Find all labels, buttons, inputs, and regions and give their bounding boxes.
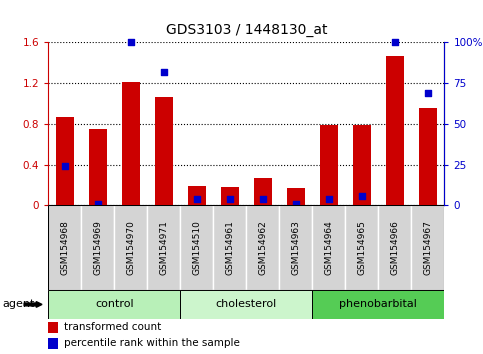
Bar xyxy=(287,188,305,205)
Bar xyxy=(188,186,206,205)
Text: GSM154969: GSM154969 xyxy=(93,220,102,275)
Bar xyxy=(213,205,246,290)
Point xyxy=(358,193,366,198)
Point xyxy=(325,196,333,202)
Text: GSM154964: GSM154964 xyxy=(325,221,333,275)
Bar xyxy=(81,205,114,290)
Point xyxy=(292,201,300,206)
Bar xyxy=(378,205,412,290)
Bar xyxy=(56,117,74,205)
Bar xyxy=(48,205,81,290)
Bar xyxy=(48,322,58,333)
Bar xyxy=(254,178,272,205)
Text: percentile rank within the sample: percentile rank within the sample xyxy=(64,338,240,348)
Text: transformed count: transformed count xyxy=(64,322,161,332)
Bar xyxy=(419,108,437,205)
Text: GSM154961: GSM154961 xyxy=(226,220,234,275)
Bar xyxy=(313,205,345,290)
Bar xyxy=(353,125,371,205)
Text: GSM154966: GSM154966 xyxy=(390,220,399,275)
Bar xyxy=(345,205,378,290)
Title: GDS3103 / 1448130_at: GDS3103 / 1448130_at xyxy=(166,23,327,37)
Text: GSM154965: GSM154965 xyxy=(357,220,366,275)
Bar xyxy=(180,205,213,290)
Bar xyxy=(246,205,279,290)
Point xyxy=(226,196,234,202)
Bar xyxy=(320,125,338,205)
Bar xyxy=(386,56,404,205)
Bar xyxy=(313,290,444,319)
Text: GSM154970: GSM154970 xyxy=(127,220,135,275)
Text: GSM154971: GSM154971 xyxy=(159,220,168,275)
Point xyxy=(193,196,201,202)
Bar xyxy=(122,82,140,205)
Bar xyxy=(147,205,180,290)
Text: GSM154963: GSM154963 xyxy=(291,220,300,275)
Bar xyxy=(114,205,147,290)
Bar xyxy=(221,187,239,205)
Point xyxy=(127,40,135,45)
Text: agent: agent xyxy=(2,299,35,309)
Text: cholesterol: cholesterol xyxy=(216,299,277,309)
Point xyxy=(391,40,399,45)
Bar xyxy=(180,290,313,319)
Point xyxy=(61,164,69,169)
Text: GSM154962: GSM154962 xyxy=(258,221,267,275)
Bar xyxy=(48,290,180,319)
Bar xyxy=(48,338,58,349)
Point xyxy=(160,69,168,75)
Text: control: control xyxy=(95,299,134,309)
Bar xyxy=(89,129,107,205)
Bar xyxy=(412,205,444,290)
Point xyxy=(259,196,267,202)
Text: phenobarbital: phenobarbital xyxy=(340,299,417,309)
Point xyxy=(424,90,432,96)
Bar xyxy=(155,97,173,205)
Text: GSM154967: GSM154967 xyxy=(424,220,432,275)
Point xyxy=(94,201,102,206)
Text: GSM154968: GSM154968 xyxy=(60,220,69,275)
Bar xyxy=(279,205,313,290)
Text: GSM154510: GSM154510 xyxy=(192,220,201,275)
